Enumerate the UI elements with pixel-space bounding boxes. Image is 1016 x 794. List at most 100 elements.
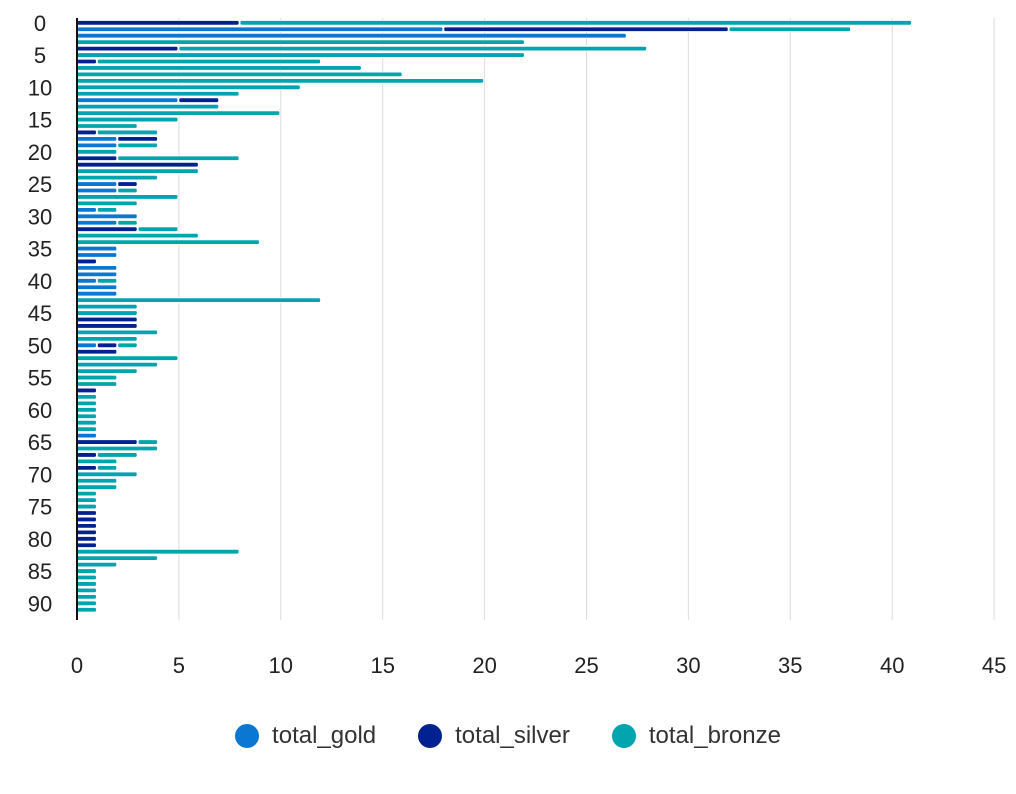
bar-total_bronze-82 — [76, 549, 240, 555]
bar-total_bronze-21 — [117, 155, 240, 161]
y-tick-label-80: 80 — [28, 527, 52, 552]
bars — [76, 20, 912, 613]
bar-total_silver-51 — [76, 349, 118, 355]
bar-total_bronze-55 — [76, 374, 118, 381]
bar-total_gold-18 — [76, 136, 118, 142]
legend-label-total-bronze: total_bronze — [648, 722, 781, 749]
bar-total_bronze-9 — [76, 78, 485, 84]
gridlines — [178, 18, 995, 620]
bar-total_gold-1 — [76, 26, 444, 32]
bar-total_bronze-7 — [76, 65, 362, 71]
bar-total_silver-47 — [76, 323, 138, 329]
bar-total_bronze-31 — [117, 220, 138, 226]
y-tick-label-30: 30 — [28, 204, 52, 229]
bar-total_bronze-66 — [76, 445, 158, 452]
bar-total_bronze-56 — [76, 381, 118, 387]
y-tick-label-15: 15 — [28, 108, 52, 133]
legend-item-total-silver[interactable]: total_silver — [418, 722, 570, 750]
bar-total_gold-2 — [76, 33, 627, 39]
y-tick-label-0: 0 — [34, 11, 46, 36]
bar-total_bronze-29 — [96, 207, 118, 213]
bar-total_bronze-24 — [76, 174, 158, 181]
bar-total_bronze-10 — [76, 84, 301, 90]
bar-total_silver-6 — [76, 58, 97, 65]
y-tick-label-20: 20 — [28, 140, 52, 165]
legend-swatch-total-silver — [418, 724, 443, 748]
legend-label-total-silver: total_silver — [455, 722, 570, 749]
bar-total_bronze-53 — [76, 361, 158, 368]
bar-total_bronze-43 — [76, 297, 321, 303]
bar-total_bronze-71 — [76, 478, 118, 484]
bar-total_gold-35 — [76, 245, 118, 252]
bar-total_bronze-34 — [76, 239, 260, 245]
bar-total_bronze-32 — [137, 226, 179, 232]
bar-total_silver-80 — [76, 536, 97, 542]
bar-total_gold-39 — [76, 271, 118, 278]
bar-total_gold-31 — [76, 220, 118, 226]
legend-swatch-total-gold — [235, 724, 260, 748]
bar-total_bronze-19 — [117, 142, 158, 149]
x-tick-label-10: 10 — [269, 653, 293, 678]
x-tick-label-25: 25 — [574, 653, 598, 678]
x-tick-label-40: 40 — [880, 653, 904, 678]
legend: total_gold total_silver total_bronze — [0, 718, 1016, 754]
bar-total_silver-22 — [76, 161, 199, 168]
y-tick-labels: 0 5 10 15 20 25 30 35 40 45 50 55 60 65 70 75 80 85 90 — [28, 11, 52, 616]
bar-total_bronze-68 — [76, 458, 118, 465]
bar-total_bronze-49 — [76, 336, 138, 342]
x-tick-label-20: 20 — [472, 653, 496, 678]
bar-total_gold-12 — [76, 97, 179, 103]
bar-total_bronze-14 — [76, 110, 281, 116]
x-tick-label-5: 5 — [173, 653, 185, 678]
legend-item-total-gold[interactable]: total_gold — [235, 722, 376, 750]
legend-swatch-total-bronze — [611, 724, 636, 748]
bar-total_bronze-26 — [117, 187, 138, 194]
bar-total_bronze-11 — [76, 91, 240, 97]
bar-total_bronze-48 — [76, 329, 158, 336]
bar-total_bronze-54 — [76, 368, 138, 374]
bar-total_bronze-83 — [76, 555, 158, 561]
bar-total_gold-40 — [76, 278, 97, 284]
bar-total_bronze-23 — [76, 168, 199, 174]
y-tick-label-90: 90 — [28, 591, 52, 616]
bar-total_bronze-85 — [76, 568, 97, 574]
bar-total_bronze-89 — [76, 594, 97, 600]
bar-total_gold-38 — [76, 265, 118, 271]
y-tick-label-35: 35 — [28, 237, 52, 262]
bar-total_silver-50 — [96, 342, 118, 348]
bar-total_bronze-91 — [76, 607, 97, 613]
bar-total_bronze-0 — [239, 20, 912, 26]
bar-total_gold-64 — [76, 432, 97, 439]
legend-label-total-gold: total_gold — [272, 722, 377, 749]
bar-total_bronze-87 — [76, 581, 97, 587]
legend-item-total-bronze[interactable]: total_bronze — [611, 722, 781, 750]
bar-total_bronze-16 — [76, 123, 138, 129]
y-tick-label-85: 85 — [28, 559, 52, 584]
bar-total_bronze-8 — [76, 71, 403, 78]
bar-total_silver-0 — [76, 20, 240, 26]
bar-total_gold-25 — [76, 181, 118, 187]
bar-total_silver-12 — [178, 97, 220, 103]
bar-total_bronze-15 — [76, 116, 179, 123]
bar-total_bronze-69 — [96, 465, 118, 471]
bar-total_gold-50 — [76, 342, 97, 348]
bar-total_bronze-17 — [96, 129, 158, 136]
bar-total_silver-46 — [76, 316, 138, 323]
bar-total_gold-41 — [76, 284, 118, 290]
bar-total_bronze-60 — [76, 407, 97, 413]
bar-total_silver-65 — [76, 439, 138, 445]
bar-total_bronze-33 — [76, 232, 199, 239]
x-tick-labels: 0 5 10 15 20 25 30 35 40 45 — [71, 653, 1006, 678]
y-tick-label-10: 10 — [28, 75, 52, 100]
bar-total_bronze-40 — [96, 278, 118, 284]
y-tick-label-50: 50 — [28, 333, 52, 358]
bar-total_gold-19 — [76, 142, 118, 149]
y-tick-label-75: 75 — [28, 495, 52, 520]
x-tick-label-15: 15 — [370, 653, 394, 678]
bar-total_silver-32 — [76, 226, 138, 232]
bar-total_bronze-72 — [76, 484, 118, 490]
y-tick-label-40: 40 — [28, 269, 52, 294]
bar-total_silver-69 — [76, 465, 97, 471]
bar-total_bronze-90 — [76, 600, 97, 606]
x-tick-label-0: 0 — [71, 653, 83, 678]
